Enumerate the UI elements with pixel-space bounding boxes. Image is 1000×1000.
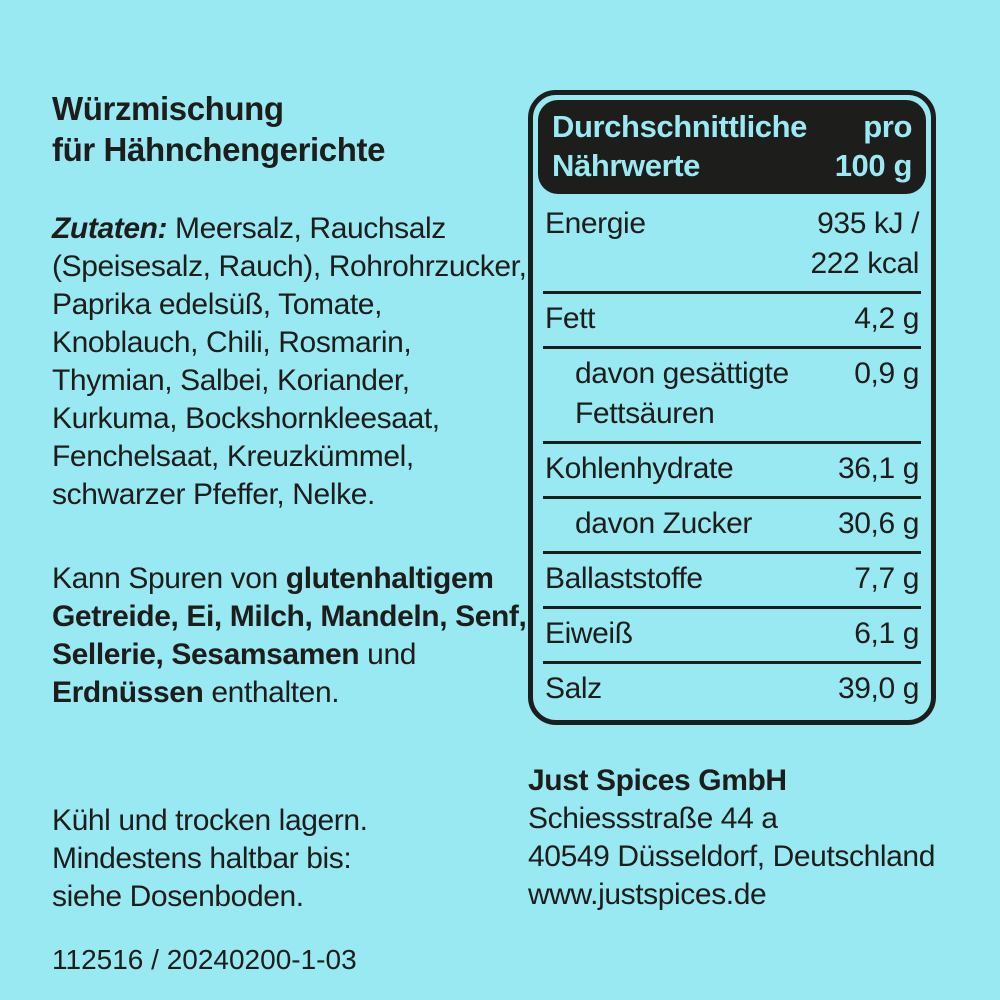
nutrition-row-zucker: davon Zucker 30,6 g — [543, 496, 921, 551]
company-address: Just Spices GmbH Schiessstraße 44 a 4054… — [528, 762, 935, 914]
nutrition-row-salz: Salz 39,0 g — [543, 661, 921, 716]
traces-line: Erdnüssen enthalten. — [52, 676, 340, 709]
company-name: Just Spices GmbH — [528, 764, 787, 797]
nutrition-value: 935 kJ /222 kcal — [810, 207, 919, 280]
nutrition-row-eiweiss: Eiweiß 6,1 g — [543, 606, 921, 661]
nutrition-header: Durchschnittliche Nährwerte pro 100 g — [538, 100, 926, 194]
storage-instructions: Kühl und trocken lagern. Mindestens halt… — [52, 802, 368, 916]
nutrition-row-kohlenhydrate: Kohlenhydrate 36,1 g — [543, 441, 921, 496]
nutrition-header-title: Durchschnittliche Nährwerte — [552, 109, 808, 183]
batch-code: 112516 / 20240200-1-03 — [52, 944, 357, 975]
storage-line: Kühl und trocken lagern. — [52, 804, 368, 837]
storage-line: siehe Dosenboden. — [52, 880, 304, 913]
traces-line: Sellerie, Sesamsamen und — [52, 638, 417, 671]
nutrition-row-energie: Energie 935 kJ /222 kcal — [543, 199, 921, 291]
company-website: www.justspices.de — [528, 878, 767, 911]
nutrition-header-unit: pro 100 g — [834, 109, 913, 183]
nutrition-row-gesaettigte-fettsaeuren: davon gesättigte Fettsäuren 0,9 g — [543, 346, 921, 441]
product-title: Würzmischung für Hähnchengerichte — [52, 88, 385, 170]
company-city: 40549 Düsseldorf, Deutschland — [528, 840, 935, 873]
product-title-line2: für Hähnchengerichte — [52, 131, 386, 168]
allergen-traces: Kann Spuren von glutenhaltigem Getreide,… — [52, 560, 527, 712]
product-title-line1: Würzmischung — [52, 90, 284, 127]
nutrition-row-ballaststoffe: Ballaststoffe 7,7 g — [543, 551, 921, 606]
nutrition-table: Durchschnittliche Nährwerte pro 100 g En… — [528, 90, 936, 725]
traces-line: Getreide, Ei, Milch, Mandeln, Senf, — [52, 600, 527, 633]
nutrition-rows: Energie 935 kJ /222 kcal Fett 4,2 g davo… — [533, 199, 931, 720]
company-street: Schiessstraße 44 a — [528, 802, 778, 835]
traces-line: Kann Spuren von glutenhaltigem — [52, 562, 494, 595]
nutrition-row-fett: Fett 4,2 g — [543, 291, 921, 346]
storage-line: Mindestens haltbar bis: — [52, 842, 352, 875]
ingredients-text: Meersalz, Rauchsalz (Speisesalz, Rauch),… — [52, 212, 527, 511]
ingredients-paragraph: Zutaten: Meersalz, Rauchsalz (Speisesalz… — [52, 210, 534, 514]
ingredients-label: Zutaten: — [52, 212, 168, 245]
